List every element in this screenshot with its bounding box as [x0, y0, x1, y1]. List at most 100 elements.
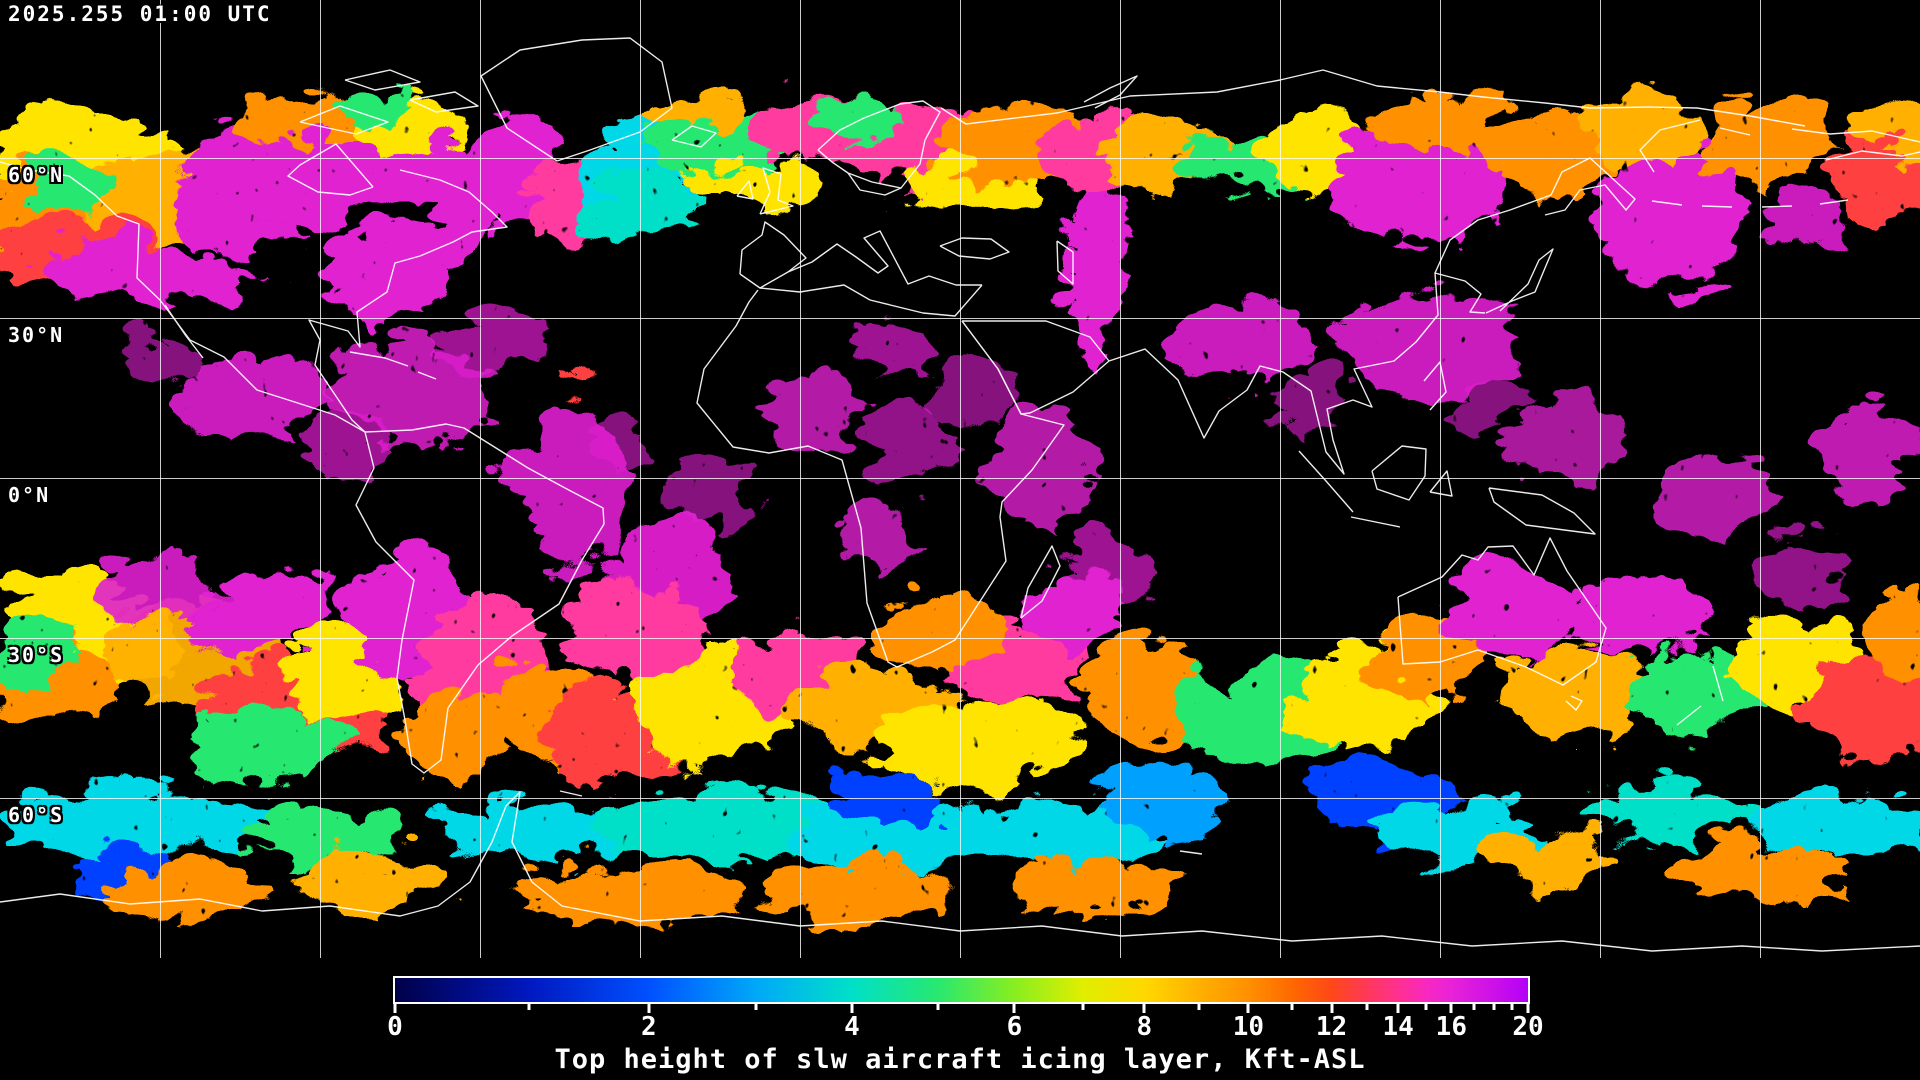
gridline-meridian: [160, 0, 161, 958]
icing-data-region: [575, 400, 645, 460]
icing-data-region: [1643, 438, 1767, 522]
icing-data-region: [223, 792, 387, 852]
icing-data-region: [1500, 388, 1610, 472]
icing-data-region: [1733, 782, 1917, 842]
coastline-aleutians: [1651, 199, 1849, 208]
colorbar-major-tick: [647, 1004, 651, 1013]
icing-data-region: [1000, 846, 1164, 898]
colorbar-tick-label: 14: [1382, 1012, 1414, 1042]
icing-data-region: [185, 553, 325, 643]
gridline-meridian: [1440, 0, 1441, 958]
icing-data-region: [960, 792, 1144, 852]
icing-data-region: [1860, 580, 1920, 664]
colorbar-minor-tick: [1290, 1004, 1294, 1010]
coastline-north-america-east: [308, 169, 508, 433]
coastline-philippines: [1423, 361, 1447, 411]
gridline-meridian: [480, 0, 481, 958]
colorbar-minor-tick: [527, 1004, 531, 1010]
icing-data-region: [1670, 836, 1834, 888]
icing-data-region: [1335, 278, 1505, 382]
gridline-meridian: [640, 0, 641, 958]
gridline-parallel: [0, 158, 1920, 159]
colorbar: [393, 976, 1530, 1004]
icing-data-region: [15, 150, 95, 200]
gridline-parallel: [0, 478, 1920, 479]
colorbar-tick-label: 10: [1232, 1012, 1265, 1042]
icing-data-region: [1493, 635, 1637, 725]
latitude-label: 30°N: [8, 323, 65, 347]
gridline-parallel: [0, 638, 1920, 639]
colorbar-minor-tick: [1081, 1004, 1085, 1010]
coastline-madagascar: [1020, 545, 1061, 619]
colorbar-major-tick: [850, 1004, 854, 1013]
icing-data-region: [1368, 80, 1492, 136]
gridline-meridian: [320, 0, 321, 958]
colorbar-minor-tick: [754, 1004, 758, 1010]
icing-data-region: [1048, 160, 1112, 350]
coastline-arctic-islands: [299, 69, 479, 135]
colorbar-tick-label: 8: [1136, 1012, 1153, 1042]
colorbar-major-tick: [393, 1004, 397, 1013]
coastline-south-america: [355, 423, 605, 774]
coastline-hudson-bay: [287, 143, 374, 196]
icing-data-region: [1563, 83, 1687, 153]
icing-data-region: [747, 852, 957, 912]
colorbar-major-tick: [1142, 1004, 1146, 1013]
coastline-black-sea: [939, 237, 1010, 260]
coastline-baltic: [847, 172, 902, 196]
icing-data-region: [110, 323, 190, 367]
colorbar-title: Top height of slw aircraft icing layer, …: [554, 1044, 1366, 1075]
icing-data-region: [560, 169, 690, 221]
coastline-africa: [696, 289, 1065, 668]
icing-data-region: [0, 777, 255, 847]
coastline-japan: [1485, 248, 1554, 314]
coastline-southern-islands: [559, 790, 1203, 855]
coastlines: [0, 37, 1920, 952]
icing-data-region: [836, 302, 920, 358]
icing-data-region: [554, 566, 696, 670]
colorbar-minor-tick: [936, 1004, 940, 1010]
icing-data-region: [285, 412, 375, 468]
icing-data-region: [1800, 640, 1920, 744]
icing-data-region: [1090, 762, 1214, 822]
coastline-bering: [1719, 127, 1920, 161]
icing-data-region: [310, 217, 430, 313]
icing-data-region: [88, 537, 212, 607]
colorbar-major-tick: [1526, 1004, 1530, 1013]
latitude-label: 30°S: [8, 643, 65, 667]
icing-data-region: [1010, 560, 1114, 640]
icing-data-region: [645, 82, 735, 118]
icing-data-region: [863, 390, 947, 474]
icing-data-region: [978, 388, 1082, 512]
gridline-meridian: [1760, 0, 1761, 958]
coastline-iberia-france: [739, 221, 807, 289]
icing-data-layer: [0, 80, 1920, 912]
icing-data-region: [547, 356, 583, 380]
icing-data-region: [315, 80, 395, 110]
icing-data-region: [395, 675, 495, 765]
icing-data-region: [507, 852, 737, 912]
world-map: [0, 37, 1920, 952]
colorbar-tick-label: 20: [1512, 1012, 1544, 1042]
icing-data-region: [173, 697, 337, 773]
colorbar-minor-tick: [1365, 1004, 1369, 1010]
coastline-tasmania-nz: [1565, 665, 1724, 726]
coastline-north-america-west: [0, 161, 366, 433]
latitude-label: 60°N: [8, 163, 65, 187]
coastline-novaya-zemlya: [1083, 75, 1138, 109]
gridline-meridian: [800, 0, 801, 958]
gridline-meridian: [1120, 0, 1121, 958]
icing-data-region: [1470, 826, 1594, 878]
icing-data-region: [25, 230, 245, 294]
icing-data-region: [433, 792, 617, 852]
colorbar-major-tick: [1012, 1004, 1016, 1013]
colorbar-tick-label: 4: [844, 1012, 860, 1042]
icing-data-region: [658, 438, 742, 522]
colorbar-minor-tick: [1492, 1004, 1496, 1010]
colorbar-minor-tick: [1424, 1004, 1428, 1010]
colorbar-major-tick: [1449, 1004, 1453, 1013]
coastline-iceland: [671, 125, 717, 148]
timestamp: 2025.255 01:00 UTC: [8, 2, 272, 26]
colorbar-major-tick: [1396, 1004, 1400, 1013]
